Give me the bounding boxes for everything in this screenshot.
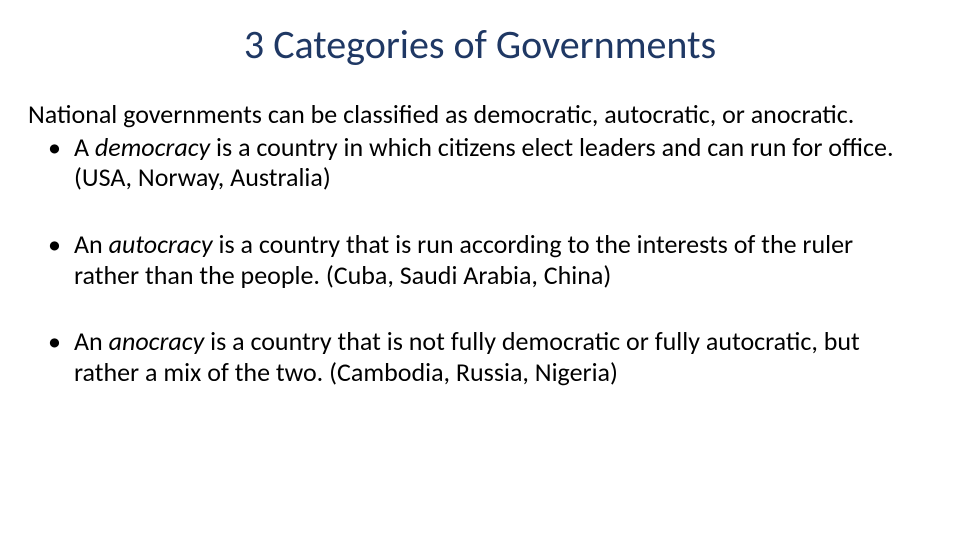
bullet-anocracy: An anocracy is a country that is not ful… [28,326,905,387]
bullet-prefix: An [74,228,109,260]
bullet-autocracy: An autocracy is a country that is run ac… [28,229,905,290]
bullet-prefix: An [74,325,109,357]
intro-text: National governments can be classified a… [28,99,905,130]
slide-title: 3 Categories of Governments [0,20,960,69]
bullet-prefix: A [74,131,95,163]
slide-body: National governments can be classified a… [0,99,960,388]
slide: 3 Categories of Governments National gov… [0,20,960,540]
bullet-term: autocracy [109,228,213,260]
bullet-term: democracy [95,131,210,163]
bullet-democracy: A democracy is a country in which citize… [28,132,905,193]
bullet-term: anocracy [109,325,205,357]
